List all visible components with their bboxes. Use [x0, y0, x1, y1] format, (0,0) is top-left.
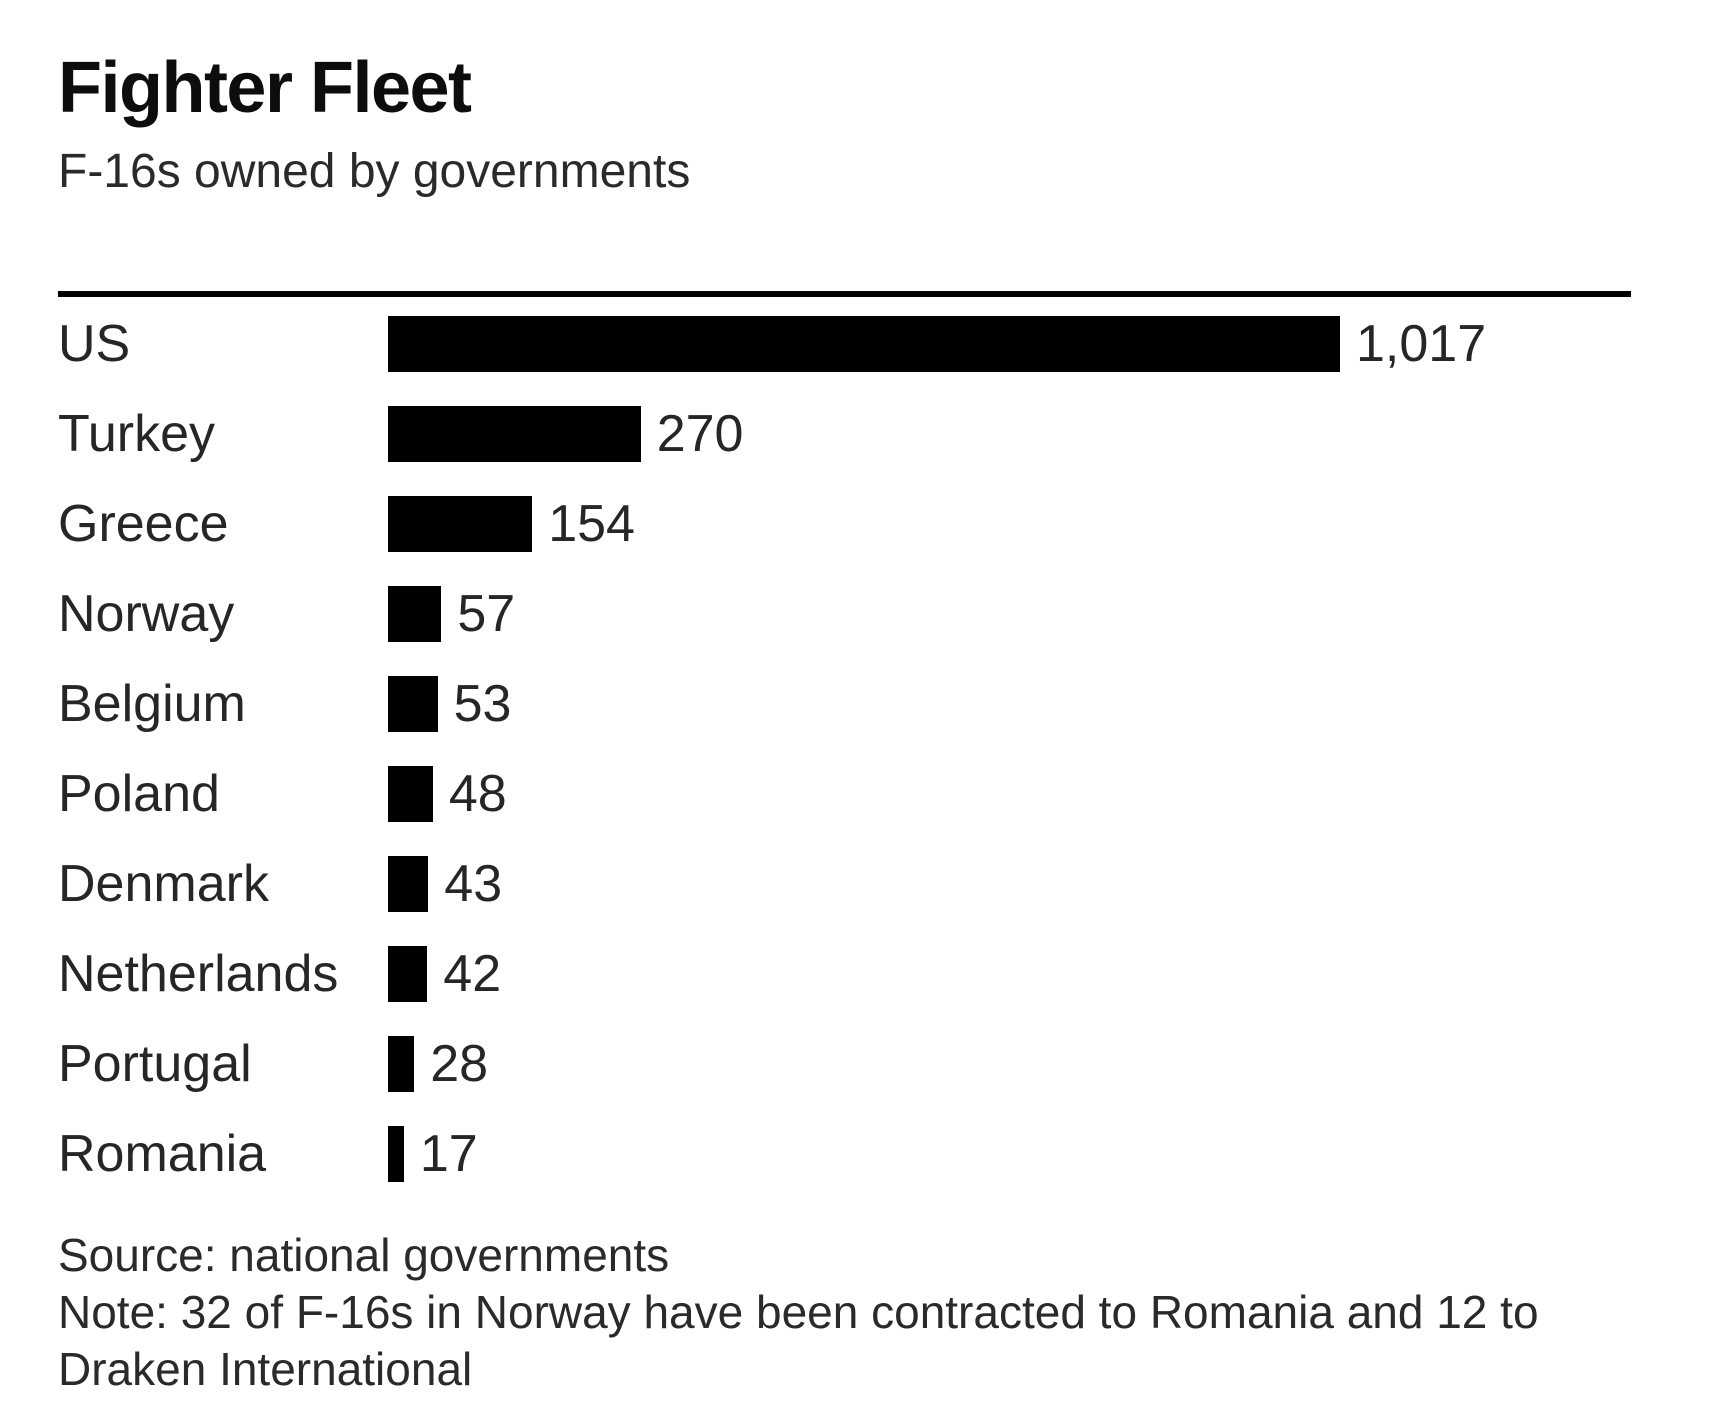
- chart-row: Belgium 53: [58, 659, 1674, 749]
- category-label: Denmark: [58, 855, 269, 913]
- chart-row: Romania 17: [58, 1109, 1674, 1199]
- category-label: US: [58, 315, 131, 373]
- bar-area: 42: [388, 944, 501, 1004]
- bar: [388, 1036, 415, 1092]
- category-label: Turkey: [58, 405, 215, 463]
- bar: [388, 1126, 404, 1182]
- category-label: Netherlands: [58, 945, 339, 1003]
- value-label: 42: [443, 945, 502, 1003]
- chart-title: Fighter Fleet: [58, 48, 472, 128]
- bar: [388, 766, 433, 822]
- value-label: 17: [419, 1125, 478, 1183]
- bar: [388, 856, 429, 912]
- bar-area: 17: [388, 1124, 478, 1184]
- value-label: 48: [448, 765, 507, 823]
- bar: [388, 676, 438, 732]
- category-label: Belgium: [58, 675, 246, 733]
- bar-area: 57: [388, 584, 515, 644]
- bar-area: 1,017: [388, 314, 1486, 374]
- chart-row: Netherlands 42: [58, 929, 1674, 1019]
- bar: [388, 316, 1340, 372]
- value-label: 154: [548, 495, 635, 553]
- bar: [388, 946, 428, 1002]
- chart-row: Turkey 270: [58, 389, 1674, 479]
- value-label: 43: [444, 855, 503, 913]
- note-line: Note: 32 of F-16s in Norway have been co…: [58, 1286, 1539, 1395]
- bar-area: 270: [388, 404, 743, 464]
- bar-area: 48: [388, 764, 507, 824]
- source-line: Source: national governments: [58, 1229, 670, 1281]
- chart-row: US 1,017: [58, 299, 1674, 389]
- category-label: Norway: [58, 585, 235, 643]
- bar-area: 43: [388, 854, 502, 914]
- value-label: 1,017: [1356, 315, 1487, 373]
- bar-area: 154: [388, 494, 635, 554]
- category-label: Portugal: [58, 1035, 252, 1093]
- value-label: 270: [656, 405, 744, 463]
- category-label: Romania: [58, 1125, 267, 1183]
- chart-row: Norway 57: [58, 569, 1674, 659]
- chart-subtitle: F-16s owned by governments: [58, 145, 691, 198]
- chart-row: Greece 154: [58, 479, 1674, 569]
- chart-row: Portugal 28: [58, 1019, 1674, 1109]
- bar-chart: US 1,017 Turkey 270 Greece 154 Norway 57 Belgium…: [58, 299, 1674, 1199]
- category-label: Poland: [58, 765, 220, 823]
- chart-footer: Source: national governments Note: 32 of…: [58, 1227, 1603, 1398]
- bar-area: 53: [388, 674, 511, 734]
- category-label: Greece: [58, 495, 229, 553]
- bar: [388, 496, 533, 552]
- value-label: 28: [430, 1035, 489, 1093]
- value-label: 57: [457, 585, 516, 643]
- bar: [388, 586, 442, 642]
- chart-row: Denmark 43: [58, 839, 1674, 929]
- value-label: 53: [453, 675, 512, 733]
- top-rule: [58, 291, 1631, 297]
- chart-row: Poland 48: [58, 749, 1674, 839]
- bar: [388, 406, 641, 462]
- bar-area: 28: [388, 1034, 488, 1094]
